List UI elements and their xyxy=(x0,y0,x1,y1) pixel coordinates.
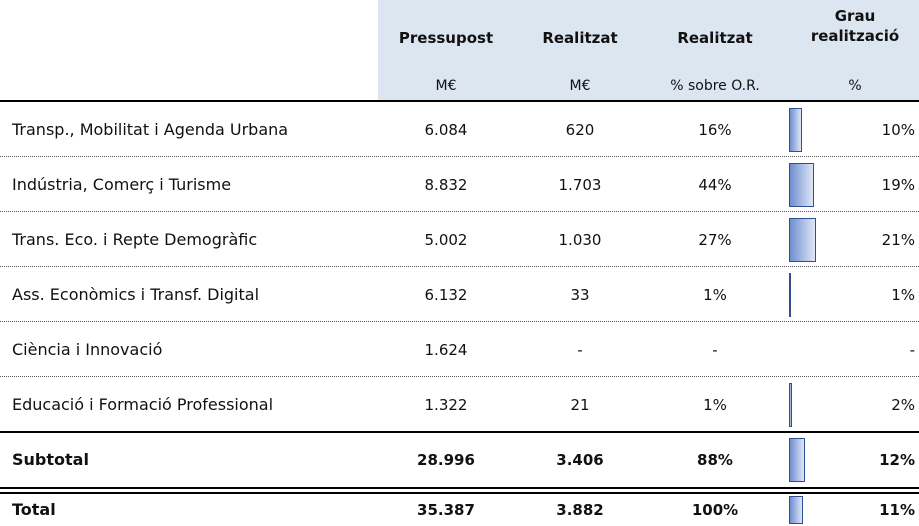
row-label: Ass. Econòmics i Transf. Digital xyxy=(12,284,260,304)
grau-label: 2% xyxy=(891,395,915,414)
column-title: Realitzat xyxy=(542,29,618,47)
data-bar xyxy=(789,437,805,482)
column-unit: M€ xyxy=(569,78,591,94)
row-label: Educació i Formació Professional xyxy=(12,394,274,414)
cell: 5.002 xyxy=(424,230,468,249)
row-rule xyxy=(0,492,919,494)
data-bar xyxy=(789,107,802,152)
data-bar xyxy=(789,382,792,427)
cell: 3.882 xyxy=(556,501,604,519)
cell: - xyxy=(577,340,583,359)
cell: 28.996 xyxy=(417,450,475,469)
cell: 21 xyxy=(570,395,590,414)
header-rule xyxy=(0,100,919,102)
column-title: Pressupost xyxy=(398,29,494,47)
cell: 16% xyxy=(698,120,732,139)
row-label: Ciència i Innovació xyxy=(12,339,163,359)
row-separator xyxy=(0,156,919,157)
column-title: Realitzat xyxy=(677,29,753,47)
row-separator xyxy=(0,266,919,267)
cell: 1% xyxy=(703,285,727,304)
column-title: Grau realització xyxy=(810,7,900,45)
row-label: Total xyxy=(12,500,56,519)
cell: 1% xyxy=(703,395,727,414)
cell: 35.387 xyxy=(417,501,475,519)
cell: 100% xyxy=(691,501,739,519)
grau-label: 21% xyxy=(881,230,915,249)
data-bar xyxy=(789,496,804,524)
row-separator xyxy=(0,321,919,322)
row-rule xyxy=(0,431,919,433)
row-label: Subtotal xyxy=(12,449,89,469)
cell: 1.624 xyxy=(424,340,468,359)
cell: 8.832 xyxy=(424,175,468,194)
cell: 1.030 xyxy=(558,230,602,249)
grau-label: 12% xyxy=(879,450,915,469)
cell: - xyxy=(712,340,718,359)
data-bar xyxy=(789,272,791,317)
cell: 27% xyxy=(698,230,732,249)
column-unit: M€ xyxy=(435,78,457,94)
column-unit: % xyxy=(848,78,862,94)
cell: 44% xyxy=(698,175,732,194)
grau-label: 1% xyxy=(891,285,915,304)
row-separator xyxy=(0,211,919,212)
data-bar xyxy=(789,217,817,262)
column-unit: % sobre O.R. xyxy=(670,78,760,94)
cell: 3.406 xyxy=(556,450,604,469)
cell: 620 xyxy=(565,120,595,139)
cell: 33 xyxy=(570,285,590,304)
row-label: Transp., Mobilitat i Agenda Urbana xyxy=(12,119,289,139)
cell: 1.322 xyxy=(424,395,468,414)
header-background xyxy=(378,0,919,100)
row-label: Indústria, Comerç i Turisme xyxy=(12,174,232,194)
row-label: Trans. Eco. i Repte Demogràfic xyxy=(12,229,258,249)
grau-label: 10% xyxy=(881,120,915,139)
cell: 88% xyxy=(697,450,733,469)
row-rule xyxy=(0,487,919,489)
grau-label: - xyxy=(909,340,915,359)
grau-label: 19% xyxy=(881,175,915,194)
cell: 6.132 xyxy=(424,285,468,304)
data-bar xyxy=(789,162,814,207)
cell: 1.703 xyxy=(558,175,602,194)
grau-label: 11% xyxy=(879,501,915,519)
row-separator xyxy=(0,376,919,377)
cell: 6.084 xyxy=(424,120,468,139)
